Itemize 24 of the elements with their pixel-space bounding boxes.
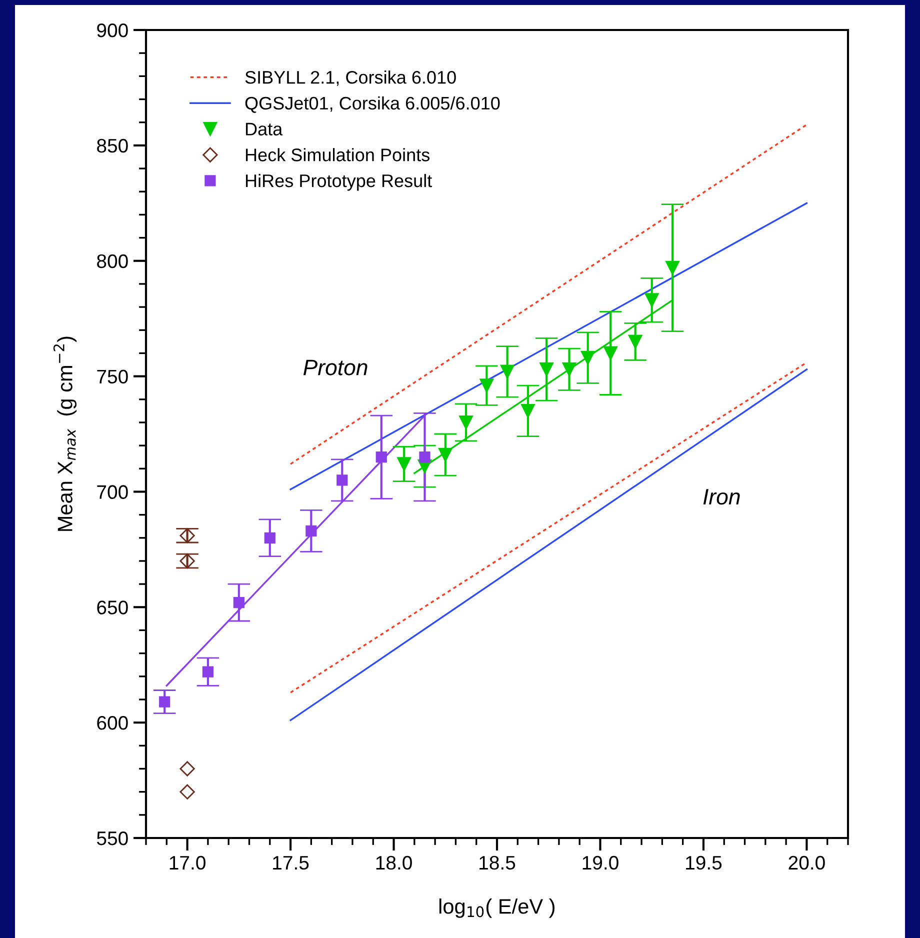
x-tick-label: 17.5	[273, 856, 309, 870]
y-tick-label: 750	[97, 370, 128, 384]
y-tick-label: 700	[97, 485, 128, 499]
y-tick-label: 800	[97, 254, 128, 268]
legend-label: HiRes Prototype Result	[246, 174, 432, 191]
y-axis-title: Mean X$_{max}$ (g cm$^{−2}$)	[53, 336, 77, 531]
annotation: Proton	[303, 360, 368, 376]
y-tick-label: 850	[97, 138, 128, 153]
legend-label: SIBYLL 2.1, Corsika 6.010	[245, 70, 456, 86]
y-tick-label: 600	[97, 716, 128, 730]
legend-label: Data	[246, 122, 283, 136]
y-tick-label: 650	[97, 600, 128, 614]
x-tick-label: 17.0	[170, 856, 206, 870]
x-tick-label: 20.0	[788, 856, 825, 870]
x-axis-title: log$_{10}$( E/eV )	[439, 898, 554, 918]
x-tick-label: 18.5	[480, 856, 516, 870]
x-tick-label: 19.0	[582, 856, 618, 870]
annotation: Iron	[703, 489, 740, 505]
legend-label: QGSJet01, Corsika 6.005/6.010	[245, 96, 500, 113]
legend-label: Heck Simulation Points	[246, 148, 430, 162]
x-tick-label: 18.0	[376, 856, 412, 870]
y-tick-label: 550	[96, 831, 128, 846]
y-tick-label: 900	[97, 23, 128, 38]
x-tick-label: 19.5	[686, 856, 722, 870]
